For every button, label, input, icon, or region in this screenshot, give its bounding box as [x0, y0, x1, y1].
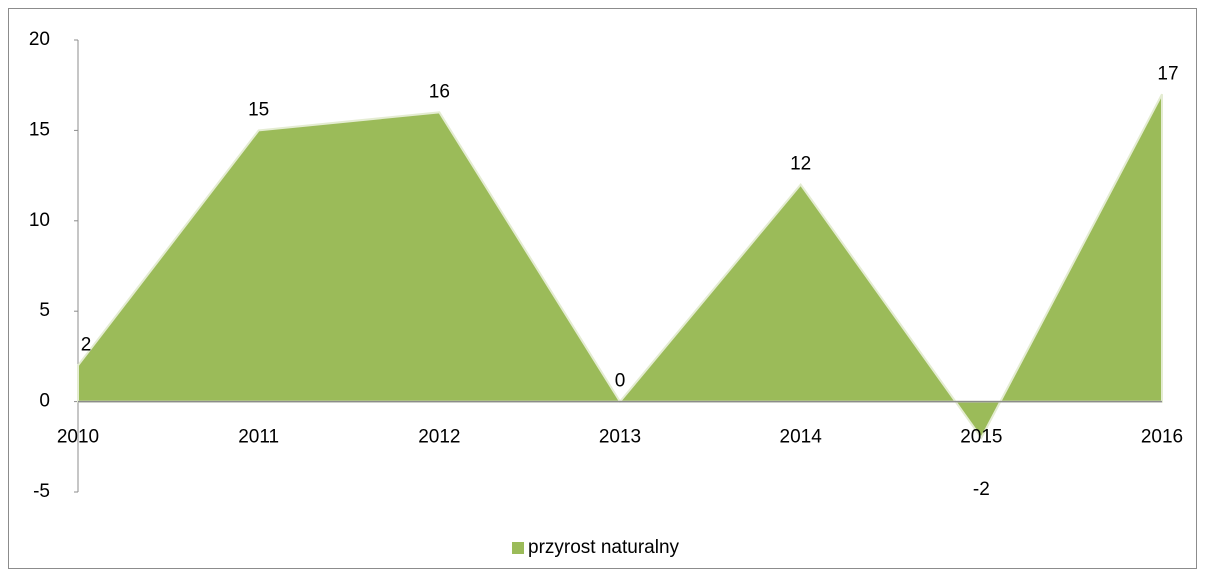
data-label: 15	[248, 99, 269, 120]
data-label: 12	[790, 154, 811, 175]
data-label: 2	[81, 334, 92, 355]
x-tick-label: 2016	[1141, 427, 1183, 448]
data-label: 0	[615, 371, 626, 392]
x-tick-label: 2012	[418, 427, 460, 448]
data-label: 16	[429, 81, 450, 102]
y-tick-label: 5	[39, 300, 50, 321]
y-tick-label: 15	[29, 119, 50, 140]
legend-label: przyrost naturalny	[528, 537, 680, 558]
y-tick-label: 0	[39, 391, 50, 412]
x-tick-label: 2013	[599, 427, 641, 448]
legend-swatch	[512, 542, 524, 554]
x-tick-label: 2015	[960, 427, 1002, 448]
x-tick-label: 2014	[780, 427, 823, 448]
x-tick-label: 2010	[57, 427, 99, 448]
y-tick-label: -5	[33, 481, 50, 502]
x-tick-label: 2011	[238, 427, 279, 448]
data-label: -2	[973, 479, 990, 500]
area	[77, 93, 1163, 440]
data-label: 17	[1157, 63, 1178, 84]
y-tick-label: 10	[29, 210, 50, 231]
y-tick-label: 20	[29, 29, 50, 50]
